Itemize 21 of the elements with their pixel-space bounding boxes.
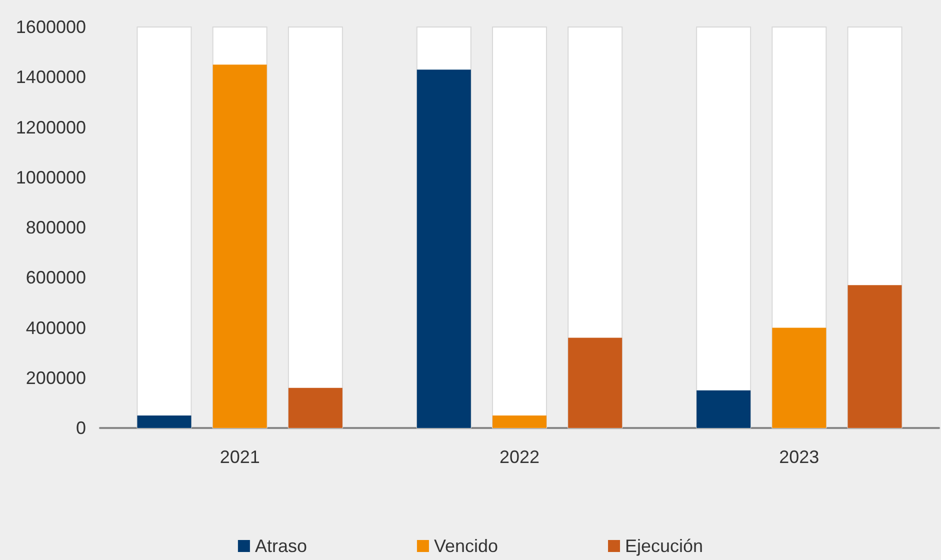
y-tick-label: 1600000 xyxy=(16,17,86,37)
y-tick-label: 800000 xyxy=(26,218,86,238)
bar xyxy=(696,390,751,428)
x-tick-label: 2021 xyxy=(220,447,260,467)
y-tick-label: 1200000 xyxy=(16,117,86,138)
y-tick-label: 1000000 xyxy=(16,167,86,188)
legend-label: Vencido xyxy=(434,536,498,556)
legend-label: Ejecución xyxy=(625,536,704,556)
y-tick-label: 1400000 xyxy=(16,67,86,88)
x-tick-label: 2022 xyxy=(499,447,540,467)
x-tick-label: 2023 xyxy=(779,447,820,467)
bar xyxy=(568,338,622,428)
bar xyxy=(772,328,826,428)
y-tick-label: 0 xyxy=(76,418,86,438)
legend-label: Atraso xyxy=(254,536,307,556)
bar xyxy=(288,388,342,428)
y-tick-label: 600000 xyxy=(26,268,86,288)
bar xyxy=(137,415,192,428)
bar xyxy=(492,415,546,428)
y-tick-label: 400000 xyxy=(26,318,86,338)
y-tick-label: 200000 xyxy=(26,368,86,388)
